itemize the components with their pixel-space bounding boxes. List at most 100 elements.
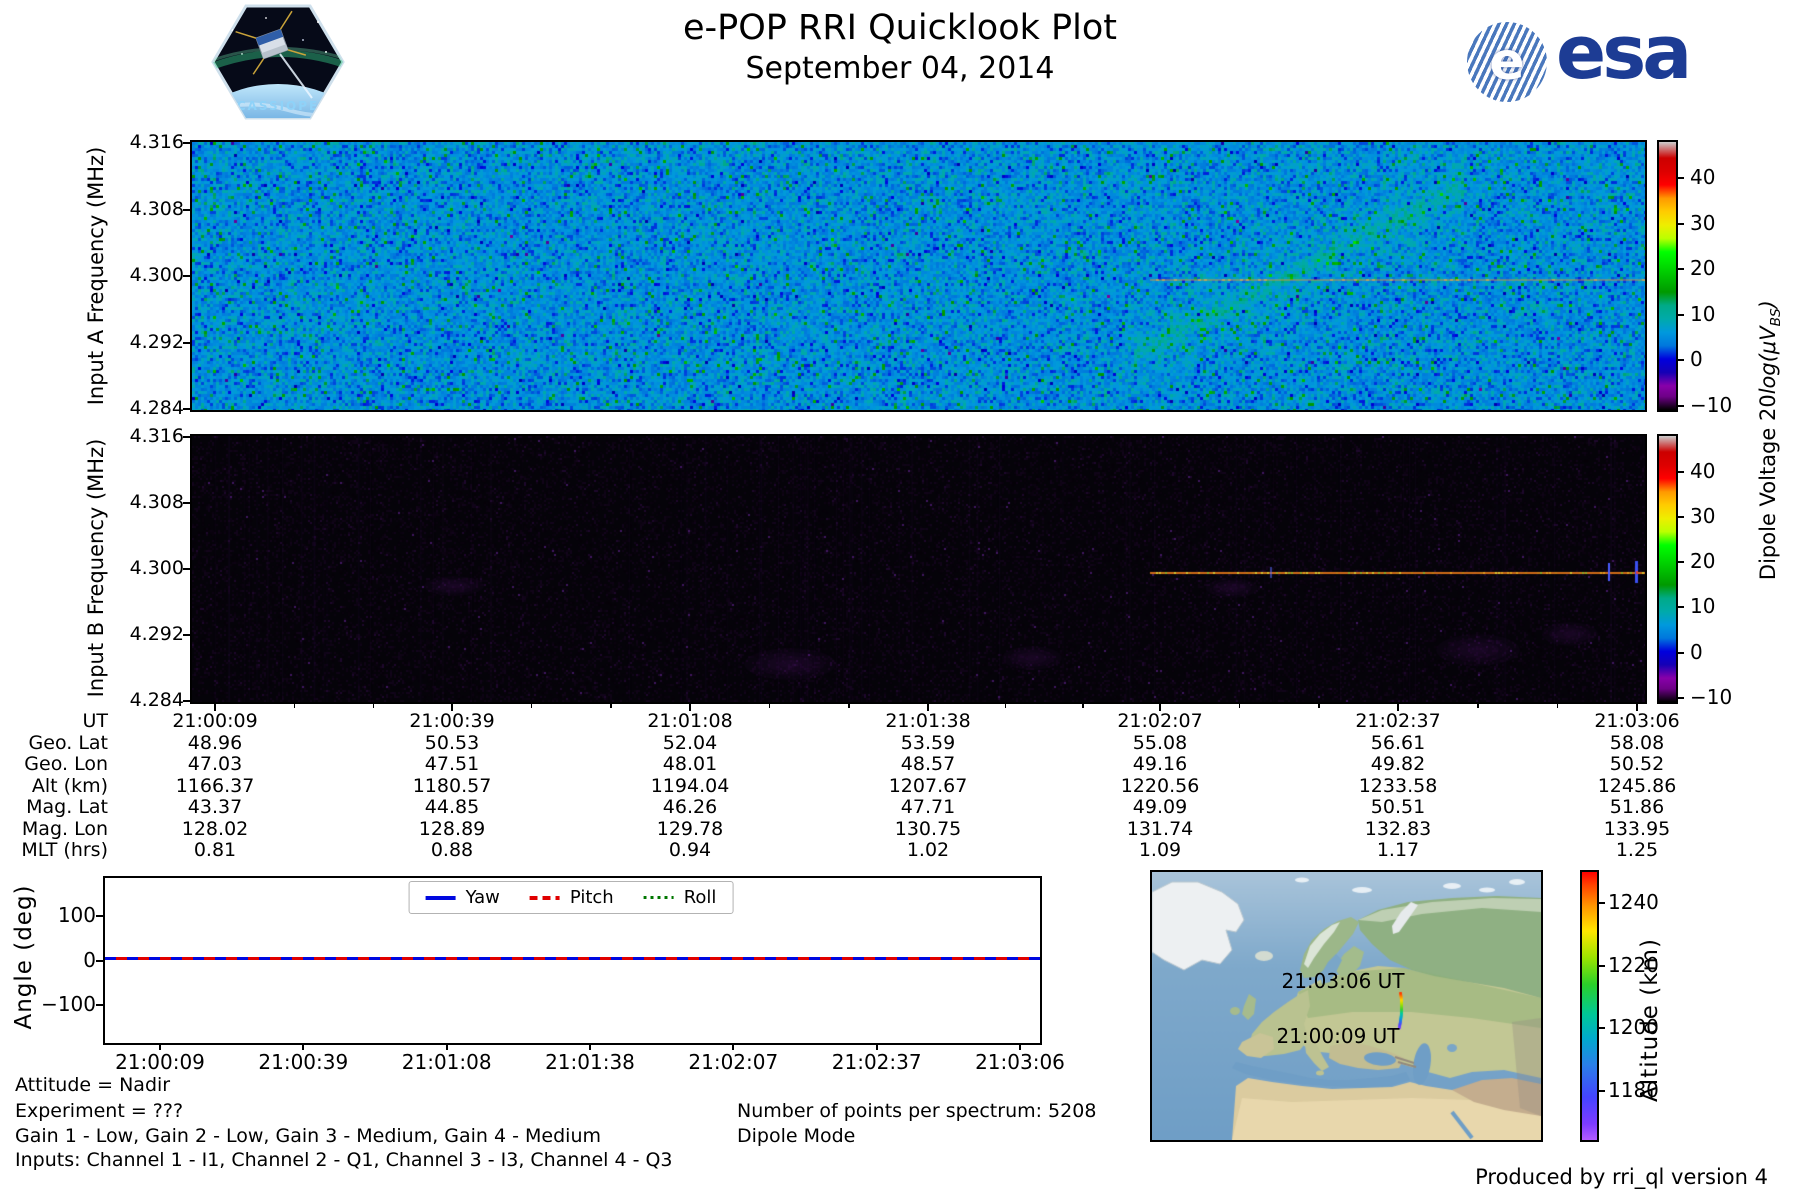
colorbar-b-tick-label: 30	[1690, 503, 1716, 528]
legend-label-pitch: Pitch	[569, 887, 614, 908]
esa-globe-icon: e	[1467, 22, 1547, 102]
spec-a-ytick-mark	[183, 341, 190, 344]
altitude-tick-label: 1240	[1608, 890, 1659, 914]
ephemeris-cell: 49.82	[1370, 753, 1426, 775]
ephemeris-cell: 1.17	[1376, 839, 1420, 861]
colorbar-label-math: log(μV	[1755, 326, 1780, 395]
spec-xtick-minor	[1004, 704, 1007, 708]
spec-b-ytick-mark	[183, 502, 190, 504]
spec-a-ytick-label: 4.284	[129, 397, 184, 419]
ephemeris-cell: 50.51	[1370, 796, 1426, 818]
spec-xtick-mark	[214, 704, 216, 711]
altitude-tick-mark	[1599, 902, 1605, 904]
ephemeris-cell: 49.09	[1132, 796, 1188, 818]
colorbar-a-tick-mark	[1678, 404, 1684, 407]
ephemeris-row-label: UT	[82, 710, 108, 732]
ephemeris-cell: 21:01:38	[885, 710, 971, 732]
ephemeris-cell: 1.25	[1615, 839, 1659, 861]
ephemeris-row-label: Geo. Lat	[28, 731, 108, 754]
ephemeris-cell: 53.59	[900, 731, 956, 754]
angle-xtick-label: 21:00:39	[258, 1050, 349, 1074]
page-subtitle: September 04, 2014	[745, 51, 1055, 86]
experiment-text: Experiment = ???	[15, 1100, 184, 1122]
ephemeris-cell: 50.52	[1609, 753, 1665, 775]
colorbar-b-tick-mark	[1678, 470, 1684, 473]
colorbar-label: Dipole Voltage 20log(μVBS)	[1756, 220, 1784, 660]
pitch-line-icon	[529, 895, 560, 900]
ephemeris-cell: 47.51	[424, 753, 480, 775]
spec-xtick-minor	[1318, 704, 1320, 708]
colorbar-a-tick-label: 40	[1690, 165, 1716, 189]
ephemeris-cell: 0.81	[193, 839, 237, 861]
angle-ytick-label: 100	[57, 903, 96, 927]
spec-a-ytick-label: 4.300	[129, 264, 184, 286]
colorbar-a-tick-label: −10	[1690, 392, 1733, 417]
ephemeris-cell: 55.08	[1132, 731, 1188, 754]
angle-xtick-label: 21:03:06	[975, 1050, 1065, 1074]
colorbar-a-tick-mark	[1678, 313, 1684, 316]
colorbar-b-tick-mark	[1678, 606, 1684, 609]
colorbar-a-tick-label: 30	[1690, 210, 1716, 235]
ephemeris-cell: 21:00:39	[409, 710, 495, 732]
spec-b-ytick-mark	[183, 700, 190, 702]
ephemeris-cell: 1.02	[906, 839, 950, 861]
ephemeris-cell: 48.57	[900, 753, 956, 775]
ephemeris-cell: 51.86	[1609, 796, 1665, 818]
spectrogram-a-canvas	[192, 142, 1645, 410]
ephemeris-cell: 1207.67	[888, 774, 968, 797]
ephemeris-cell: 58.08	[1609, 731, 1665, 754]
cassiope-logo: CASSIOPE	[211, 4, 345, 120]
spec-b-ytick-label: 4.300	[129, 557, 184, 579]
ground-track-map-canvas	[1152, 872, 1541, 1140]
spectrogram-b-frame	[190, 434, 1647, 704]
spec-a-ytick-mark	[183, 275, 190, 277]
ephemeris-cell: 130.75	[894, 817, 962, 840]
altitude-tick-mark	[1599, 1089, 1605, 1092]
spec-xtick-mark	[1636, 704, 1638, 711]
attitude-text: Attitude = Nadir	[15, 1074, 171, 1096]
esa-e-glyph: e	[1489, 32, 1525, 92]
ephemeris-cell: 44.85	[424, 796, 480, 818]
spec-xtick-mark	[1397, 704, 1399, 711]
angle-ytick-label: 0	[83, 947, 96, 972]
ephemeris-cell: 48.96	[187, 731, 243, 754]
spec-xtick-minor	[768, 704, 771, 708]
ephemeris-row-label: Mag. Lat	[26, 796, 108, 818]
ephemeris-cell: 1.09	[1138, 839, 1182, 861]
produced-by-text: Produced by rri_ql version 4	[1475, 1165, 1768, 1189]
ephemeris-cell: 43.37	[187, 796, 243, 818]
page-title: e-POP RRI Quicklook Plot	[682, 8, 1117, 48]
colorbar-b-tick-label: 40	[1690, 458, 1716, 483]
gains-text: Gain 1 - Low, Gain 2 - Low, Gain 3 - Med…	[15, 1125, 602, 1147]
spec-xtick-mark	[451, 704, 453, 711]
angle-ytick-label: −100	[41, 992, 96, 1016]
colorbar-a-tick-mark	[1678, 268, 1684, 270]
angle-ytick-mark	[96, 915, 103, 917]
angle-xtick-mark	[445, 1043, 448, 1050]
ephemeris-cell: 128.89	[418, 817, 486, 840]
spec-b-ytick-label: 4.292	[129, 623, 184, 645]
spec-xtick-mark	[927, 704, 929, 711]
spec-xtick-mark	[689, 704, 691, 711]
ephemeris-cell: 49.16	[1132, 753, 1188, 775]
colorbar-b-tick-mark	[1678, 696, 1684, 699]
ephemeris-cell: 50.53	[424, 731, 480, 754]
ephemeris-cell: 1245.86	[1597, 774, 1677, 797]
angle-legend: Yaw Pitch Roll	[408, 881, 734, 914]
altitude-tick-label: 1180	[1608, 1077, 1659, 1102]
map-label-start-ut: 21:00:09 UT	[1276, 1024, 1400, 1048]
angle-xtick-label: 21:00:09	[115, 1050, 205, 1074]
ephemeris-cell: 0.94	[668, 839, 712, 861]
colorbar-a-tick-mark	[1678, 177, 1684, 179]
colorbar-a-tick-mark	[1678, 222, 1684, 225]
angle-xtick-mark	[1019, 1043, 1021, 1050]
esa-logo: esa	[1556, 10, 1692, 96]
ephemeris-cell: 56.61	[1370, 731, 1426, 754]
roll-line-icon	[643, 896, 674, 899]
spec-xtick-mark	[1159, 704, 1161, 711]
ephemeris-cell: 21:02:07	[1117, 710, 1203, 732]
spec-a-ytick-mark	[183, 142, 190, 144]
ground-track-map-frame	[1150, 870, 1543, 1142]
spec-xtick-minor	[530, 704, 533, 708]
angle-xtick-mark	[159, 1043, 161, 1050]
